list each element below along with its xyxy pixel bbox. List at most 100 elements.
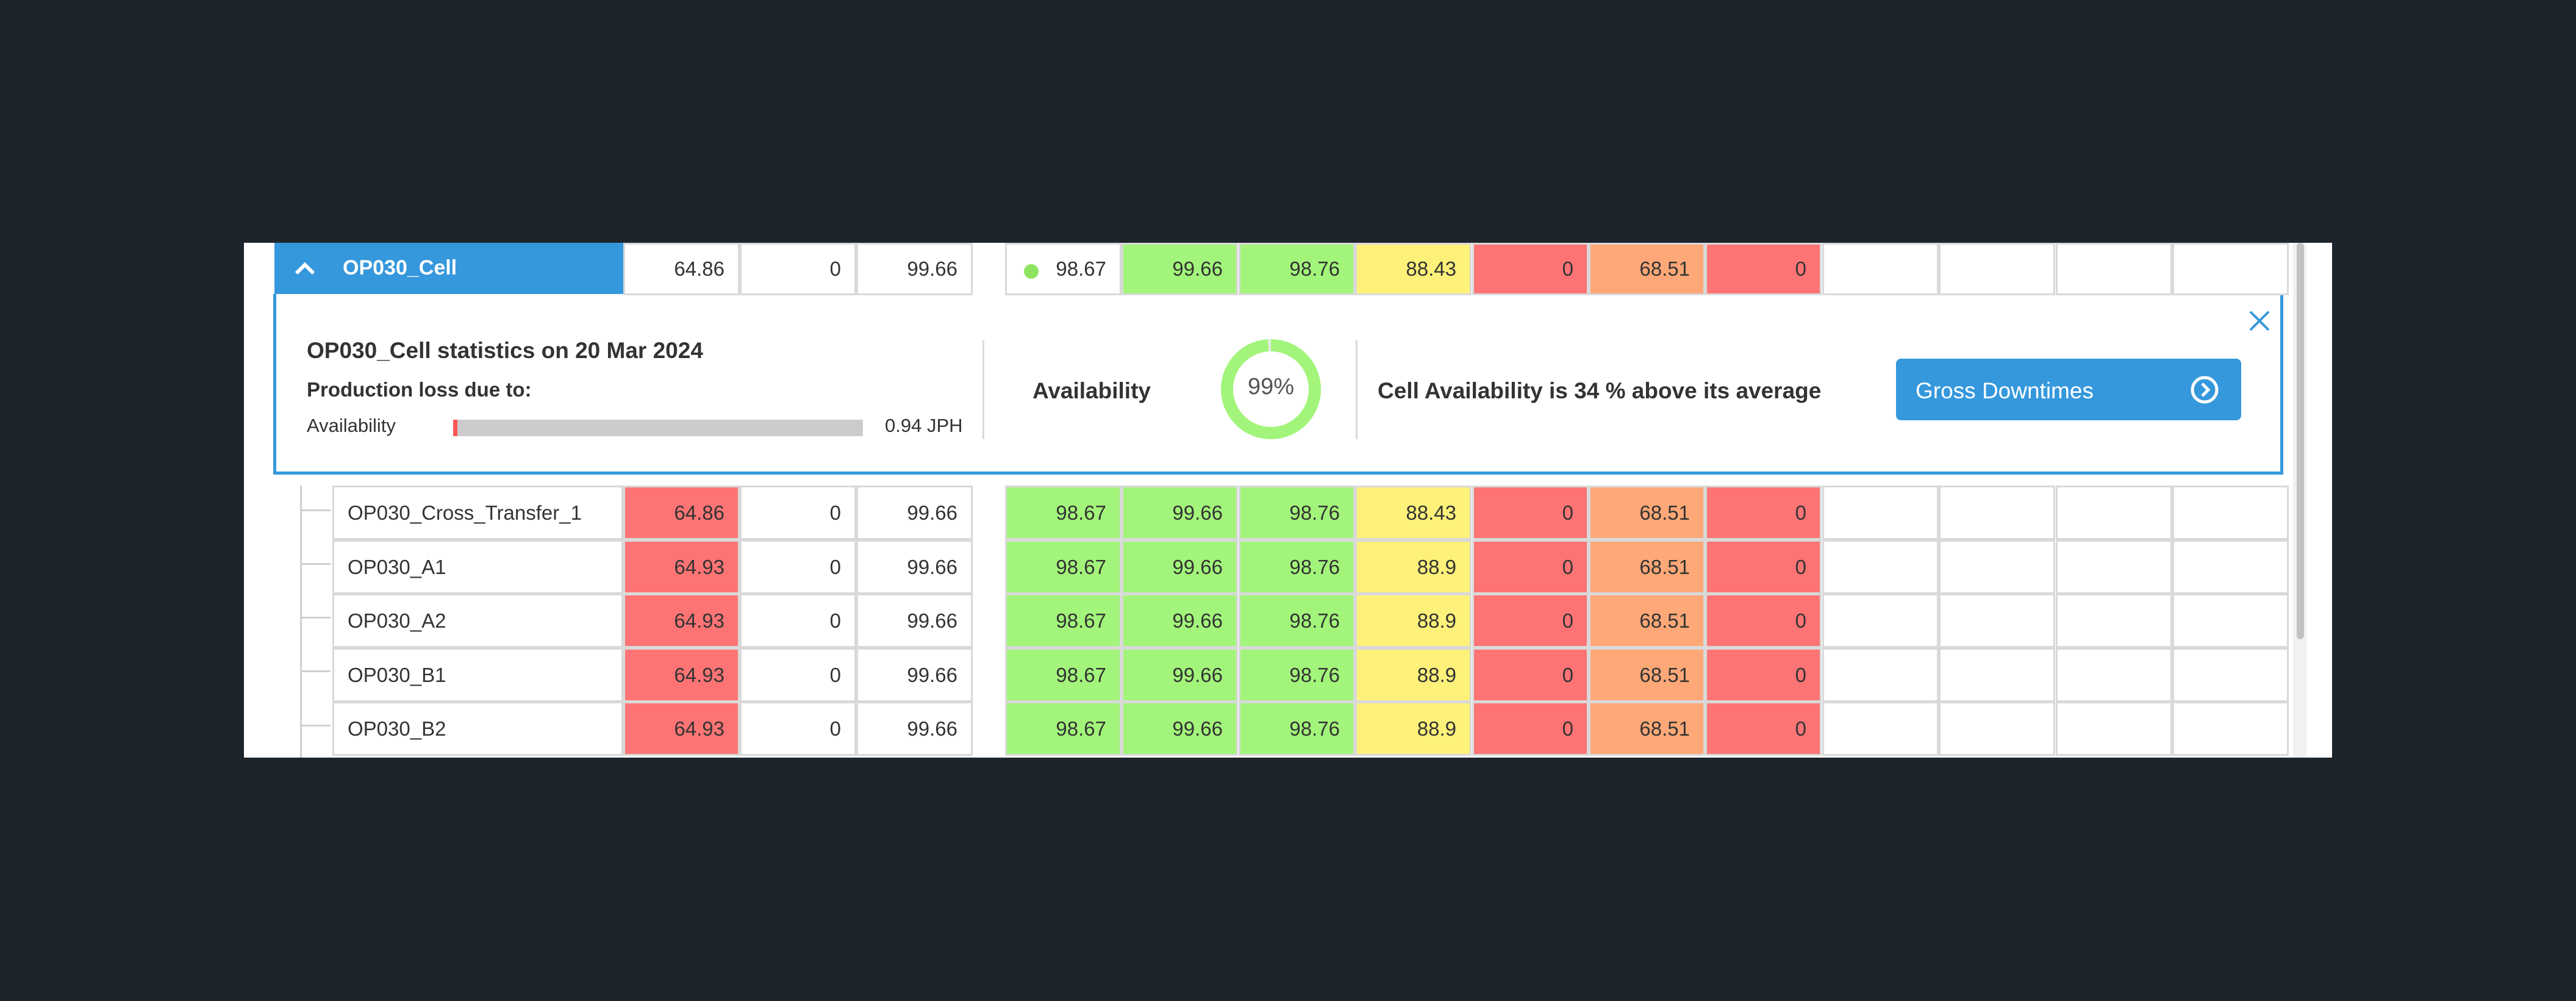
row-value-text: 0	[829, 501, 841, 524]
row-value: 64.86	[623, 486, 740, 540]
cell-metric	[1822, 243, 1939, 295]
row-metric	[2172, 648, 2289, 702]
gross-downtimes-button-label: Gross Downtimes	[1916, 378, 2094, 403]
row-metric	[2056, 486, 2172, 540]
tree-line	[300, 563, 331, 565]
row-value: 64.93	[623, 594, 740, 648]
row-value-text: 0	[829, 555, 841, 578]
row-metric: 0	[1472, 594, 1589, 648]
row-value-text: 99.66	[907, 663, 957, 686]
row-metric-text: 88.43	[1406, 501, 1456, 524]
row-metric-text: 0	[1562, 501, 1573, 524]
divider	[1356, 340, 1358, 439]
row-metric: 88.43	[1355, 486, 1472, 540]
row-metric: 0	[1705, 594, 1822, 648]
row-metric-text: 68.51	[1639, 609, 1690, 632]
cell-header-row[interactable]: OP030_Cell	[274, 243, 2282, 295]
tree-line	[300, 725, 331, 727]
row-metric-text: 0	[1562, 663, 1573, 686]
row-metric-text: 88.9	[1417, 663, 1456, 686]
row-value-text: 64.93	[674, 717, 724, 740]
row-metric: 68.51	[1589, 648, 1705, 702]
row-metric-text: 0	[1795, 609, 1806, 632]
cell-metric-text: 0	[1795, 257, 1806, 280]
cell-metric-text: 88.43	[1406, 257, 1456, 280]
row-metric	[1939, 648, 2055, 702]
production-loss-label: Production loss due to:	[307, 378, 532, 401]
row-name: OP030_A1	[332, 540, 623, 594]
row-value: 0	[740, 594, 856, 648]
row-name-text: OP030_B1	[348, 663, 446, 686]
row-metric-text: 68.51	[1639, 555, 1690, 578]
cell-metric	[1939, 243, 2055, 295]
row-metric-text: 0	[1562, 555, 1573, 578]
row-value: 0	[740, 701, 856, 756]
close-icon[interactable]	[2247, 309, 2272, 333]
availability-message: Cell Availability is 34 % above its aver…	[1378, 378, 1822, 403]
row-metric-text: 0	[1795, 717, 1806, 740]
cell-metric: 88.43	[1355, 243, 1472, 295]
row-metric-text: 98.76	[1289, 717, 1340, 740]
row-metric: 0	[1705, 486, 1822, 540]
row-metric	[2172, 540, 2289, 594]
row-metric-text: 0	[1795, 663, 1806, 686]
cell-value-text: 0	[829, 257, 841, 280]
row-metric-text: 98.67	[1056, 555, 1106, 578]
row-metric	[1939, 540, 2055, 594]
row-metric-text: 0	[1795, 555, 1806, 578]
row-metric: 68.51	[1589, 486, 1705, 540]
row-metric: 0	[1705, 701, 1822, 756]
row-name-text: OP030_A2	[348, 609, 446, 632]
row-metric: 0	[1705, 540, 1822, 594]
row-metric: 68.51	[1589, 594, 1705, 648]
availability-loss-bar-fill	[453, 420, 457, 436]
row-metric-text: 99.66	[1172, 555, 1223, 578]
cell-detail-panel: OP030_Cell statistics on 20 Mar 2024 Pro…	[273, 294, 2283, 475]
row-value-text: 64.86	[674, 501, 724, 524]
row-metric-text: 98.67	[1056, 717, 1106, 740]
row-metric: 0	[1472, 701, 1589, 756]
row-metric	[2172, 701, 2289, 756]
row-metric: 88.9	[1355, 648, 1472, 702]
row-metric: 99.66	[1122, 594, 1238, 648]
row-metric	[1822, 701, 1939, 756]
cell-header-label[interactable]: OP030_Cell	[274, 243, 623, 295]
row-metric: 98.76	[1239, 701, 1355, 756]
scrollbar[interactable]	[2293, 243, 2306, 758]
cell-metric: 98.76	[1239, 243, 1355, 295]
row-name: OP030_B1	[332, 648, 623, 702]
row-metric-text: 98.76	[1289, 555, 1340, 578]
row-value: 99.66	[856, 594, 973, 648]
row-metric: 98.67	[1005, 486, 1122, 540]
gross-downtimes-button[interactable]: Gross Downtimes	[1896, 359, 2241, 420]
row-metric: 98.67	[1005, 648, 1122, 702]
row-value: 99.66	[856, 540, 973, 594]
row-metric	[1822, 594, 1939, 648]
row-metric-text: 88.9	[1417, 555, 1456, 578]
row-metric-text: 68.51	[1639, 717, 1690, 740]
row-metric	[2056, 701, 2172, 756]
row-metric-text: 0	[1562, 717, 1573, 740]
row-metric	[1939, 701, 2055, 756]
row-metric-text: 98.67	[1056, 663, 1106, 686]
row-name-text: OP030_B2	[348, 717, 446, 740]
cell-metric	[2056, 243, 2172, 295]
row-name: OP030_A2	[332, 594, 623, 648]
row-value-text: 99.66	[907, 555, 957, 578]
row-value-text: 99.66	[907, 609, 957, 632]
row-metric: 99.66	[1122, 701, 1238, 756]
cell-metric-text: 68.51	[1639, 257, 1690, 280]
cell-value-text: 99.66	[907, 257, 957, 280]
row-metric: 0	[1472, 648, 1589, 702]
row-value: 99.66	[856, 486, 973, 540]
collapse-chevron-icon[interactable]	[293, 256, 317, 281]
scrollbar-thumb[interactable]	[2297, 243, 2304, 639]
row-metric	[2056, 648, 2172, 702]
row-metric-text: 99.66	[1172, 663, 1223, 686]
row-metric-text: 98.76	[1289, 663, 1340, 686]
row-metric	[1939, 594, 2055, 648]
cell-value: 99.66	[856, 243, 973, 295]
row-metric	[1822, 540, 1939, 594]
row-metric: 88.9	[1355, 540, 1472, 594]
tree-line	[300, 486, 302, 758]
